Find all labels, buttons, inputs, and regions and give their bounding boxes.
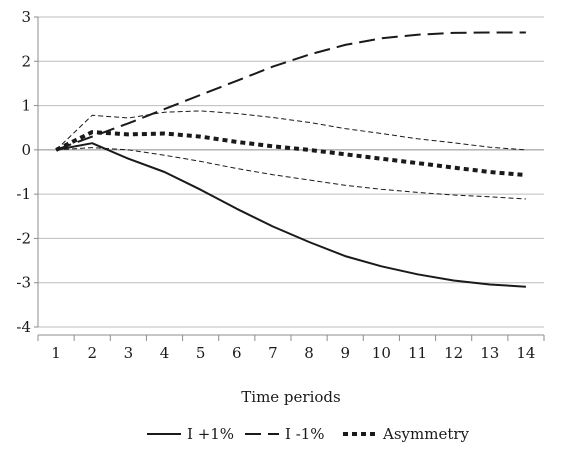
y-tick-label: 0: [21, 141, 31, 159]
x-tick-label: 6: [232, 344, 242, 362]
y-tick-label: -4: [16, 318, 31, 336]
x-tick-label: 12: [444, 344, 463, 362]
x-tick-label: 3: [124, 344, 134, 362]
x-tick-label: 5: [196, 344, 206, 362]
legend-label: Asymmetry: [382, 425, 470, 443]
series-lines: [55, 31, 527, 288]
series-line-i-1: [55, 142, 526, 288]
x-tick-label: 1: [51, 344, 61, 362]
series-line-band-4: [56, 147, 526, 200]
gridlines: [38, 16, 544, 328]
x-tick-label: 7: [268, 344, 278, 362]
y-tick-label: -3: [16, 274, 31, 292]
legend-label: I +1%: [187, 425, 234, 443]
x-tick-label: 10: [372, 344, 391, 362]
x-tick-label: 11: [408, 344, 427, 362]
x-tick-label: 9: [340, 344, 350, 362]
series-line-band-3: [55, 110, 526, 151]
y-tick-label: 2: [21, 52, 31, 70]
x-tick-label: 4: [160, 344, 170, 362]
series-line-asymmetry: [55, 130, 527, 178]
x-axis-title: Time periods: [241, 388, 340, 406]
x-tick-label: 2: [87, 344, 97, 362]
y-tick-label: 3: [21, 8, 31, 26]
x-tick-label: 8: [304, 344, 314, 362]
y-tick-label: 1: [21, 97, 31, 115]
x-tick-label: 13: [480, 344, 499, 362]
y-tick-label: -1: [16, 185, 31, 203]
legend-label: I -1%: [285, 425, 325, 443]
legend: I +1% I -1% Asymmetry: [147, 425, 470, 443]
y-tick-label: -2: [16, 229, 31, 247]
x-tick-label: 14: [516, 344, 535, 362]
series-line-i-1: [55, 31, 526, 151]
